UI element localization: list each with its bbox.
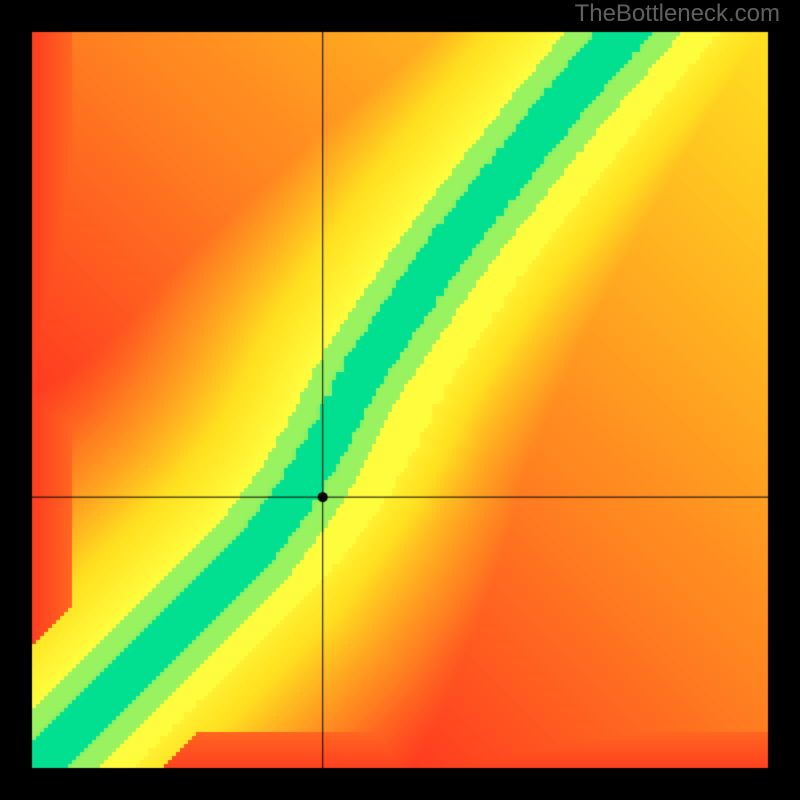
watermark-text: TheBottleneck.com [575,0,780,28]
bottleneck-heatmap [0,0,800,800]
